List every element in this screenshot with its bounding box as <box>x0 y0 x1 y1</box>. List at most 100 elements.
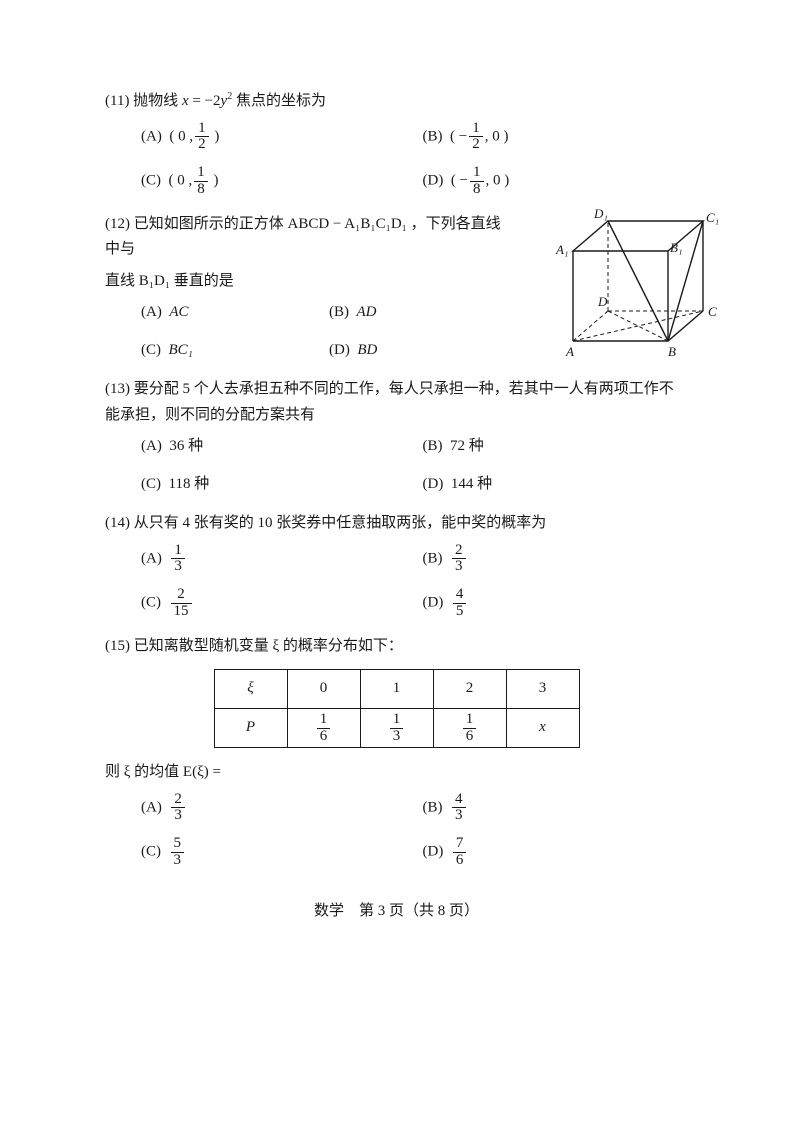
paren: , 0 ) <box>486 173 510 189</box>
den: 6 <box>317 729 331 745</box>
label: (B) <box>423 550 443 566</box>
q15-opt-b: (B) 43 <box>423 792 689 825</box>
val: 36 种 <box>169 438 203 454</box>
den: 3 <box>452 559 466 575</box>
frac: 12 <box>195 121 209 154</box>
frac: 16 <box>317 712 331 745</box>
q13-opt-c: (C) 118 种 <box>141 472 407 498</box>
q12-opt-a: (A) AC <box>141 300 313 326</box>
label: (C) <box>141 173 161 189</box>
frac: 12 <box>469 121 483 154</box>
paren: ( − <box>451 173 468 189</box>
label: (A) <box>141 304 162 320</box>
q12-opt-c: (C) BC₁ <box>141 338 313 364</box>
cube-figure: A B C D A₁ B₁ C₁ D₁ <box>548 206 728 366</box>
page-footer: 数学 第 3 页（共 8 页） <box>105 899 688 925</box>
q14-opt-c: (C) 215 <box>141 587 407 620</box>
q11-opt-d: (D) ( −18, 0 ) <box>423 165 689 198</box>
cell: 1 <box>360 670 433 709</box>
den: 8 <box>470 182 484 198</box>
den: 15 <box>171 604 192 620</box>
num: 7 <box>453 836 467 853</box>
cell: 3 <box>506 670 579 709</box>
label: (D) <box>423 173 444 189</box>
num: 1 <box>171 543 185 560</box>
paren: ( 0 , <box>169 128 193 144</box>
q13-opt-b: (B) 72 种 <box>423 434 689 460</box>
cell: 13 <box>360 709 433 748</box>
val: 118 种 <box>169 476 210 492</box>
paren: ) <box>211 128 220 144</box>
label: (B) <box>423 799 443 815</box>
q15-table-wrap: ξ 0 1 2 3 P 16 13 16 x <box>105 669 688 748</box>
q12-opt-d: (D) BD <box>329 338 501 364</box>
q12-options: (A) AC (B) AD (C) BC₁ (D) BD <box>141 300 501 363</box>
label: (B) <box>423 438 443 454</box>
q11-opt-c: (C) ( 0 ,18 ) <box>141 165 407 198</box>
num: 1 <box>469 121 483 138</box>
q15-opt-a: (A) 23 <box>141 792 407 825</box>
frac: 23 <box>171 792 185 825</box>
cell: P <box>246 719 255 735</box>
frac: 45 <box>453 587 467 620</box>
label: (C) <box>141 595 161 611</box>
val: x <box>539 719 546 735</box>
label: (A) <box>141 799 162 815</box>
den: 2 <box>469 137 483 153</box>
frac: 23 <box>452 543 466 576</box>
q15-table: ξ 0 1 2 3 P 16 13 16 x <box>214 669 580 748</box>
num: 2 <box>452 543 466 560</box>
q14-opt-b: (B) 23 <box>423 543 689 576</box>
num: 2 <box>171 792 185 809</box>
label: (B) <box>329 304 349 320</box>
num: 1 <box>194 165 208 182</box>
q12-block: A B C D A₁ B₁ C₁ D₁ (12) 已知如图所示的正方体 ABCD… <box>105 212 688 364</box>
q11-post: 焦点的坐标为 <box>232 93 326 109</box>
val: AC <box>169 304 188 320</box>
cell: 2 <box>433 670 506 709</box>
val: AD <box>357 304 377 320</box>
q11-opt-b: (B) ( −12, 0 ) <box>423 121 689 154</box>
label: (D) <box>423 476 444 492</box>
lbl-D: D <box>597 294 608 309</box>
q13-opt-d: (D) 144 种 <box>423 472 689 498</box>
q13-opt-a: (A) 36 种 <box>141 434 407 460</box>
q14-opt-a: (A) 13 <box>141 543 407 576</box>
lbl-D1: D₁ <box>593 206 608 221</box>
label: (A) <box>141 128 162 144</box>
paren: ( 0 , <box>169 173 193 189</box>
label: (C) <box>141 342 161 358</box>
num: 4 <box>452 792 466 809</box>
q14-opt-d: (D) 45 <box>423 587 689 620</box>
q11-options: (A) ( 0 ,12 ) (B) ( −12, 0 ) (C) ( 0 ,18… <box>141 121 688 198</box>
den: 6 <box>453 853 467 869</box>
lbl-A: A <box>565 344 574 359</box>
cell: 0 <box>287 670 360 709</box>
paren: ) <box>210 173 219 189</box>
paren: , 0 ) <box>485 128 509 144</box>
num: 1 <box>390 712 404 729</box>
q13-prompt: (13) 要分配 5 个人去承担五种不同的工作，每人只承担一种，若其中一人有两项… <box>105 377 688 428</box>
den: 3 <box>452 808 466 824</box>
frac: 76 <box>453 836 467 869</box>
frac: 53 <box>171 836 185 869</box>
q14-prompt: (14) 从只有 4 张有奖的 10 张奖券中任意抽取两张，能中奖的概率为 <box>105 511 688 537</box>
val: 144 种 <box>451 476 492 492</box>
lbl-B1: B₁ <box>670 240 682 255</box>
q15-opt-d: (D) 76 <box>423 836 689 869</box>
lbl-C1: C₁ <box>706 210 719 225</box>
lbl-B: B <box>668 344 676 359</box>
paren: ( − <box>450 128 467 144</box>
val: 72 种 <box>450 438 484 454</box>
frac: 16 <box>463 712 477 745</box>
q11-opt-a: (A) ( 0 ,12 ) <box>141 121 407 154</box>
den: 3 <box>171 853 185 869</box>
frac: 13 <box>390 712 404 745</box>
num: 1 <box>463 712 477 729</box>
q14-options: (A) 13 (B) 23 (C) 215 (D) 45 <box>141 543 688 620</box>
label: (C) <box>141 844 161 860</box>
frac: 43 <box>452 792 466 825</box>
label: (D) <box>423 595 444 611</box>
den: 3 <box>390 729 404 745</box>
val: BD <box>357 342 377 358</box>
